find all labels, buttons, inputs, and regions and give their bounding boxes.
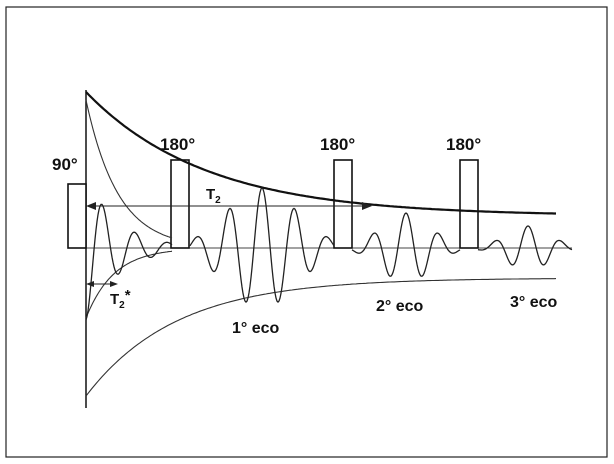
t2star-arrow xyxy=(86,281,118,287)
echo-3-signal xyxy=(477,225,573,266)
pulse-180-3-label: 180° xyxy=(446,135,481,154)
pulse-180-2-label: 180° xyxy=(320,135,355,154)
pulse-90-label: 90° xyxy=(52,155,78,174)
t2star-label: T2* xyxy=(110,287,131,311)
echo-2-signal xyxy=(351,212,461,277)
echo-3-label: 3° eco xyxy=(510,294,558,311)
pulse-180-1 xyxy=(170,159,190,249)
t2star-decay-envelope-upper xyxy=(85,99,173,239)
t2star-decay-envelope-lower xyxy=(85,250,173,319)
t2-label: T2 xyxy=(206,186,221,206)
t2-decay-envelope-lower xyxy=(85,278,557,397)
pulse-180-2 xyxy=(333,159,353,249)
t2-arrow xyxy=(86,202,372,210)
echo-2-label: 2° eco xyxy=(376,298,424,315)
pulse-180-3 xyxy=(459,159,479,249)
echo-1-signal xyxy=(189,187,335,304)
diagram-frame xyxy=(5,6,608,458)
echo-1-label: 1° eco xyxy=(232,320,280,337)
pulse-180-1-label: 180° xyxy=(160,135,195,154)
t2-decay-envelope xyxy=(85,91,556,215)
pulse-90 xyxy=(67,183,87,249)
